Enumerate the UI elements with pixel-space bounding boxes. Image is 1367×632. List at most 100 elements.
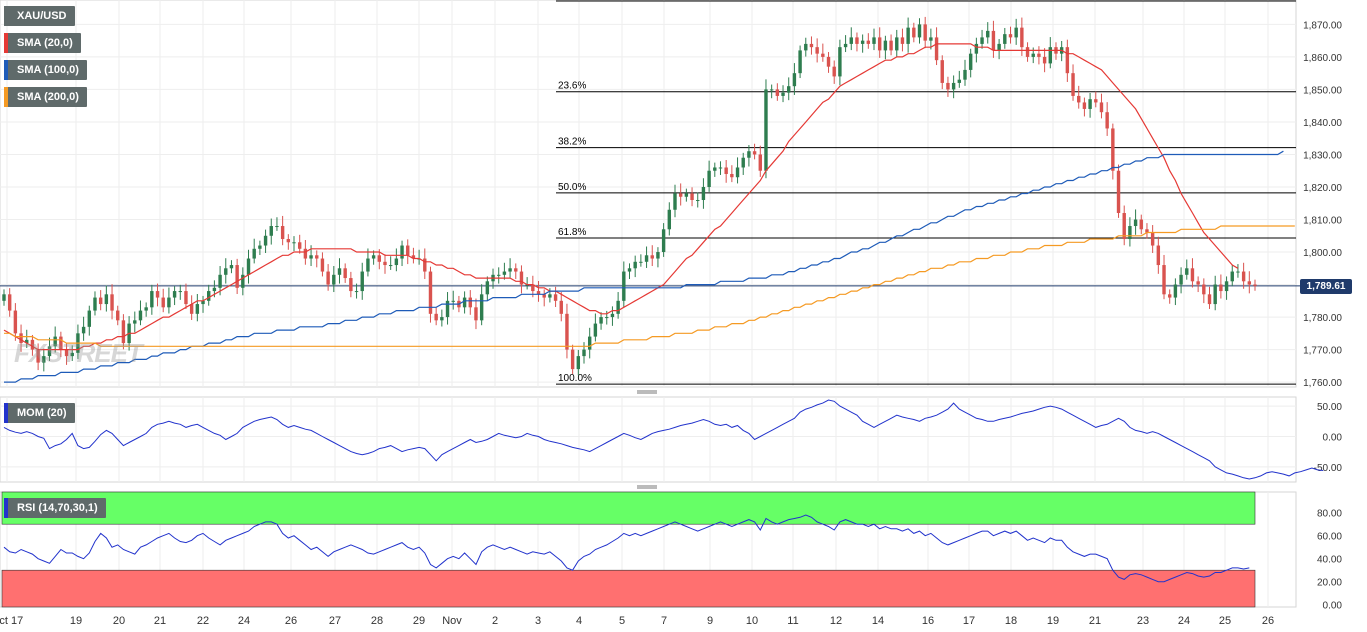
candle-up — [1236, 271, 1240, 273]
candle-down — [303, 248, 308, 259]
candle-up — [616, 300, 620, 314]
legend-sma20[interactable]: SMA (20,0) — [4, 33, 81, 53]
candle-down — [64, 349, 69, 357]
candle-up — [42, 356, 46, 363]
x-tick-label: 29 — [413, 615, 425, 627]
candle-up — [701, 186, 706, 201]
candle-down — [116, 310, 120, 321]
candle-down — [110, 294, 114, 311]
candle-down — [559, 300, 563, 314]
candle-down — [377, 255, 382, 262]
candle-down — [98, 297, 103, 305]
rsi-tick-label: 20.00 — [1317, 578, 1342, 589]
candle-down — [1190, 268, 1195, 282]
candle-up — [502, 271, 507, 275]
candle-down — [1025, 47, 1030, 57]
candle-up — [957, 79, 962, 83]
panel-frame-1 — [0, 0, 1297, 388]
legend-sma20-label: SMA (20,0) — [17, 37, 73, 49]
x-tick-label: 21 — [1089, 615, 1101, 627]
candle-up — [639, 261, 643, 263]
candle-down — [406, 245, 410, 256]
y-tick-label: 1,800.00 — [1303, 248, 1342, 259]
candle-up — [644, 255, 649, 262]
legend-mom[interactable]: MOM (20) — [4, 403, 75, 423]
candle-up — [1213, 284, 1217, 305]
legend-symbol[interactable]: XAU/USD — [4, 6, 75, 26]
candle-down — [946, 82, 950, 90]
candle-up — [673, 193, 677, 210]
x-tick-label: 24 — [1178, 615, 1190, 627]
candle-down — [1099, 102, 1104, 113]
candle-down — [553, 294, 558, 301]
candle-up — [70, 352, 74, 357]
candle-up — [656, 252, 660, 259]
x-tick-label: 14 — [872, 615, 884, 627]
candle-down — [724, 167, 728, 174]
candle-up — [986, 30, 990, 38]
candle-down — [343, 268, 347, 279]
legend-rsi[interactable]: RSI (14,70,30,1) — [4, 498, 106, 518]
x-tick-label: 27 — [329, 615, 341, 627]
candle-up — [1031, 53, 1035, 57]
candle-up — [718, 167, 723, 169]
candle-up — [593, 323, 598, 337]
candle-down — [1111, 128, 1115, 171]
candle-down — [320, 258, 325, 272]
mom-tick-label: -50.00 — [1314, 463, 1343, 474]
legend-sma100[interactable]: SMA (100,0) — [4, 60, 87, 80]
candle-down — [1082, 102, 1087, 109]
candle-down — [1253, 284, 1257, 286]
candle-up — [167, 297, 171, 308]
legend-rsi-label: RSI (14,70,30,1) — [17, 502, 98, 514]
candle-up — [576, 356, 581, 370]
sma200-swatch — [4, 87, 8, 107]
candle-down — [297, 242, 302, 249]
candle-down — [434, 313, 438, 321]
candle-up — [1133, 219, 1138, 227]
candle-up — [860, 40, 865, 44]
candle-up — [138, 310, 143, 321]
candle-up — [769, 89, 774, 91]
candle-up — [172, 291, 177, 298]
candle-up — [997, 43, 1001, 51]
candle-up — [951, 82, 956, 90]
candle-up — [246, 258, 251, 275]
candle-down — [19, 333, 23, 344]
candle-down — [411, 255, 416, 259]
candle-up — [696, 200, 700, 202]
candle-up — [1173, 284, 1178, 298]
candle-down — [423, 258, 427, 272]
candle-up — [974, 43, 979, 54]
candle-up — [508, 268, 512, 272]
candle-up — [25, 339, 29, 344]
candle-up — [224, 268, 228, 275]
candle-down — [531, 284, 535, 292]
candle-down — [1241, 271, 1246, 282]
candle-up — [963, 69, 967, 80]
y-tick-label: 1,820.00 — [1303, 183, 1342, 194]
candle-down — [565, 313, 569, 350]
candle-down — [59, 336, 63, 350]
candle-down — [855, 37, 859, 44]
candle-up — [366, 258, 370, 272]
candle-down — [877, 37, 882, 51]
x-tick-label: 2 — [492, 615, 498, 627]
candle-down — [809, 43, 814, 48]
candle-up — [798, 50, 802, 74]
candle-down — [7, 294, 12, 311]
candle-down — [752, 151, 757, 155]
x-tick-label: Oct 17 — [0, 615, 23, 627]
candle-up — [440, 317, 444, 321]
candle-up — [337, 268, 342, 275]
y-tick-label: 1,830.00 — [1303, 150, 1342, 161]
candle-up — [587, 336, 592, 350]
sma20-swatch — [4, 33, 8, 53]
candle-up — [1014, 27, 1018, 38]
candle-down — [775, 89, 780, 96]
candle-down — [889, 40, 893, 51]
legend-sma200[interactable]: SMA (200,0) — [4, 87, 87, 107]
x-tick-label: 11 — [787, 615, 798, 627]
candle-up — [1048, 47, 1052, 64]
candle-up — [104, 294, 109, 305]
